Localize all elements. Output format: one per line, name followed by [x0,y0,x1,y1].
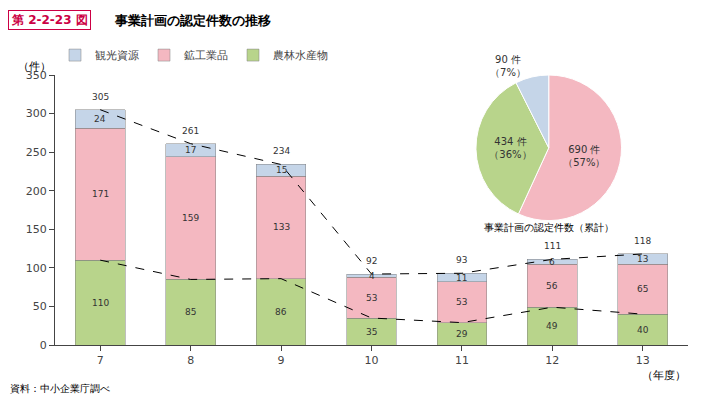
svg-text:93: 93 [456,255,467,265]
svg-text:53: 53 [456,297,467,307]
svg-text:13: 13 [636,354,650,367]
svg-text:53: 53 [366,293,377,303]
svg-text:434 件（36%）: 434 件（36%） [489,136,531,160]
svg-text:159: 159 [182,213,199,223]
svg-text:29: 29 [456,329,468,339]
svg-text:261: 261 [182,126,199,136]
svg-text:350: 350 [26,69,47,82]
svg-text:111: 111 [544,241,561,251]
svg-text:事業計画の認定件数（累計）: 事業計画の認定件数（累計） [484,222,614,233]
svg-text:15: 15 [276,165,287,175]
svg-text:13: 13 [637,254,648,264]
svg-text:17: 17 [185,145,196,155]
svg-text:4: 4 [369,271,375,281]
svg-text:56: 56 [546,281,558,291]
svg-text:92: 92 [366,256,377,266]
svg-text:690 件（57%）: 690 件（57%） [563,144,605,168]
svg-text:6: 6 [549,257,555,267]
svg-text:150: 150 [26,223,47,236]
svg-text:0: 0 [40,339,47,352]
svg-text:90 件（7%）: 90 件（7%） [490,54,526,78]
svg-text:鉱工業品: 鉱工業品 [184,49,228,62]
svg-text:65: 65 [637,284,648,294]
svg-text:110: 110 [92,298,109,308]
svg-text:250: 250 [26,146,47,159]
svg-text:11: 11 [456,273,467,283]
svg-text:10: 10 [365,354,379,367]
svg-text:200: 200 [26,185,47,198]
svg-text:171: 171 [92,189,109,199]
svg-text:11: 11 [455,354,469,367]
svg-text:事業計画の認定件数の推移: 事業計画の認定件数の推移 [114,13,271,28]
svg-text:305: 305 [92,92,109,102]
svg-text:100: 100 [26,262,47,275]
svg-text:観光資源: 観光資源 [95,49,139,62]
svg-text:8: 8 [187,354,194,367]
svg-text:86: 86 [275,307,287,317]
svg-text:農林水産物: 農林水産物 [273,49,328,62]
svg-text:234: 234 [273,146,290,156]
svg-text:資料：中小企業庁調べ: 資料：中小企業庁調べ [10,383,110,394]
svg-text:12: 12 [545,354,559,367]
svg-text:49: 49 [546,321,558,331]
svg-text:133: 133 [273,222,290,232]
svg-text:118: 118 [634,236,651,246]
svg-text:300: 300 [26,107,47,120]
svg-text:40: 40 [637,325,649,335]
svg-text:50: 50 [33,300,47,313]
svg-text:9: 9 [278,354,285,367]
svg-text:35: 35 [366,327,377,337]
svg-text:24: 24 [94,114,106,124]
svg-text:第 2-2-23 図: 第 2-2-23 図 [11,13,88,27]
svg-text:（件）: （件） [18,60,51,73]
svg-text:（年度）: （年度） [642,369,686,382]
svg-text:7: 7 [97,354,104,367]
svg-text:85: 85 [185,307,196,317]
